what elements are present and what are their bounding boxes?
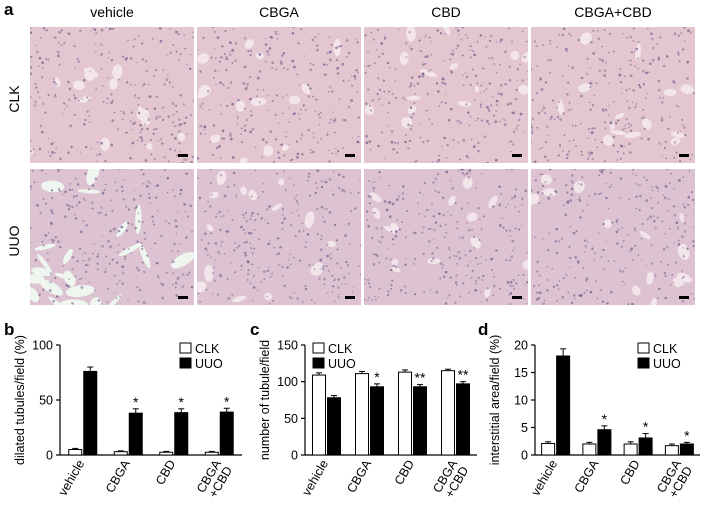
micrograph-clk-cbd xyxy=(364,27,528,163)
x-tick-label: CBD xyxy=(392,458,417,488)
bar-uuo xyxy=(327,397,341,456)
bar-uuo xyxy=(456,383,470,456)
y-tick-label: 20 xyxy=(514,339,528,353)
x-tick-label: vehicle xyxy=(300,457,332,498)
significance-star: * xyxy=(602,411,608,427)
bar-clk xyxy=(664,445,679,456)
bar-clk xyxy=(398,371,412,456)
bar-uuo xyxy=(413,386,427,456)
bar-clk xyxy=(441,370,455,456)
panel-letter-c: c xyxy=(250,320,260,339)
legend-swatch-clk xyxy=(637,342,650,354)
micrograph-uuo-vehicle xyxy=(30,169,194,305)
legend-swatch-uuo xyxy=(312,357,325,369)
chart-dilated-tubules: dilated tubules/field (%) 0 50 100 vehicle * C… xyxy=(13,335,242,502)
bar-clk xyxy=(68,449,83,456)
significance-star: * xyxy=(643,419,649,435)
y-tick-label: 5 xyxy=(521,421,528,435)
row-label-uuo: UUO xyxy=(6,225,22,257)
x-tick-label: CBGA xyxy=(572,457,602,495)
micrograph-uuo-cbga-cbd xyxy=(531,169,695,305)
bar-clk xyxy=(582,443,597,456)
chart-interstitial-area: interstitial area/field (%) 0 5 10 15 20 vehic… xyxy=(488,335,700,502)
x-tick-label: CBGA xyxy=(344,457,374,495)
y-tick-label: 50 xyxy=(284,412,298,426)
bar-clk xyxy=(113,451,128,456)
bar-uuo xyxy=(174,412,189,456)
significance-star: * xyxy=(179,394,185,410)
significance-star: * xyxy=(684,427,690,443)
x-tick-label: CBGA xyxy=(103,457,133,495)
significance-star: ** xyxy=(415,370,426,386)
panel-letter-a: a xyxy=(4,0,14,19)
panel-letter-d: d xyxy=(478,320,489,339)
x-tick-label: CBD xyxy=(617,458,642,488)
legend-label-clk: CLK xyxy=(195,342,220,356)
bar-clk xyxy=(623,443,638,456)
x-tick-label: CBGA+CBD xyxy=(654,457,695,502)
legend-swatch-uuo xyxy=(637,357,650,369)
y-axis-label: number of tubule/field xyxy=(258,340,272,460)
legend-label-clk: CLK xyxy=(653,342,678,356)
micrograph-clk-cbga xyxy=(197,27,361,163)
column-label-cbga-cbd: CBGA+CBD xyxy=(574,4,652,20)
significance-star: * xyxy=(133,394,139,410)
x-tick-label: CBD xyxy=(153,458,178,488)
legend-swatch-clk xyxy=(312,342,325,354)
y-axis-label: interstitial area/field (%) xyxy=(488,335,502,466)
bar-uuo xyxy=(556,355,571,456)
bar-uuo xyxy=(83,370,98,456)
y-tick-label: 0 xyxy=(521,449,528,463)
significance-star: * xyxy=(224,393,230,409)
y-tick-label: 0 xyxy=(46,449,53,463)
y-tick-label: 100 xyxy=(277,375,298,389)
legend-label-uuo: UUO xyxy=(653,357,681,371)
micrograph-uuo-cbd xyxy=(364,169,528,305)
chart-number-of-tubules: number of tubule/field 0 50 100 150 vehicle * C… xyxy=(258,339,477,502)
y-axis-label: dilated tubules/field (%) xyxy=(13,335,27,465)
y-tick-label: 15 xyxy=(514,366,528,380)
micrograph-clk-cbga-cbd xyxy=(531,27,695,163)
bar-uuo xyxy=(370,386,384,456)
x-tick-label: CBGA+CBD xyxy=(194,457,235,502)
y-tick-label: 100 xyxy=(32,339,53,353)
bar-clk xyxy=(312,374,326,456)
y-tick-label: 50 xyxy=(39,394,53,408)
bar-uuo xyxy=(638,437,653,456)
micrograph-uuo-cbga xyxy=(197,169,361,305)
x-tick-label: CBGA+CBD xyxy=(430,457,471,502)
y-tick-label: 150 xyxy=(277,339,298,353)
bar-uuo xyxy=(219,411,234,456)
significance-star: * xyxy=(374,369,380,385)
bar-uuo xyxy=(128,412,143,456)
column-label-vehicle: vehicle xyxy=(90,4,134,20)
column-label-cbd: CBD xyxy=(431,4,461,20)
legend-label-uuo: UUO xyxy=(195,357,223,371)
row-label-clk: CLK xyxy=(6,85,22,113)
micrograph-clk-vehicle xyxy=(30,27,194,163)
bar-uuo xyxy=(597,429,612,456)
y-tick-label: 0 xyxy=(291,449,298,463)
legend-label-uuo: UUO xyxy=(328,357,356,371)
significance-star: ** xyxy=(458,367,469,383)
bar-clk xyxy=(204,451,219,456)
bar-uuo xyxy=(679,443,694,456)
bar-clk xyxy=(159,451,174,456)
x-tick-label: vehicle xyxy=(56,457,88,498)
y-tick-label: 10 xyxy=(514,394,528,408)
bar-clk xyxy=(355,373,369,456)
legend-label-clk: CLK xyxy=(328,342,353,356)
legend-swatch-uuo xyxy=(179,357,192,369)
x-tick-label: vehicle xyxy=(529,457,561,498)
legend-swatch-clk xyxy=(179,342,192,354)
panel-letter-b: b xyxy=(4,320,15,339)
bar-clk xyxy=(541,442,556,456)
column-label-cbga: CBGA xyxy=(259,4,299,20)
